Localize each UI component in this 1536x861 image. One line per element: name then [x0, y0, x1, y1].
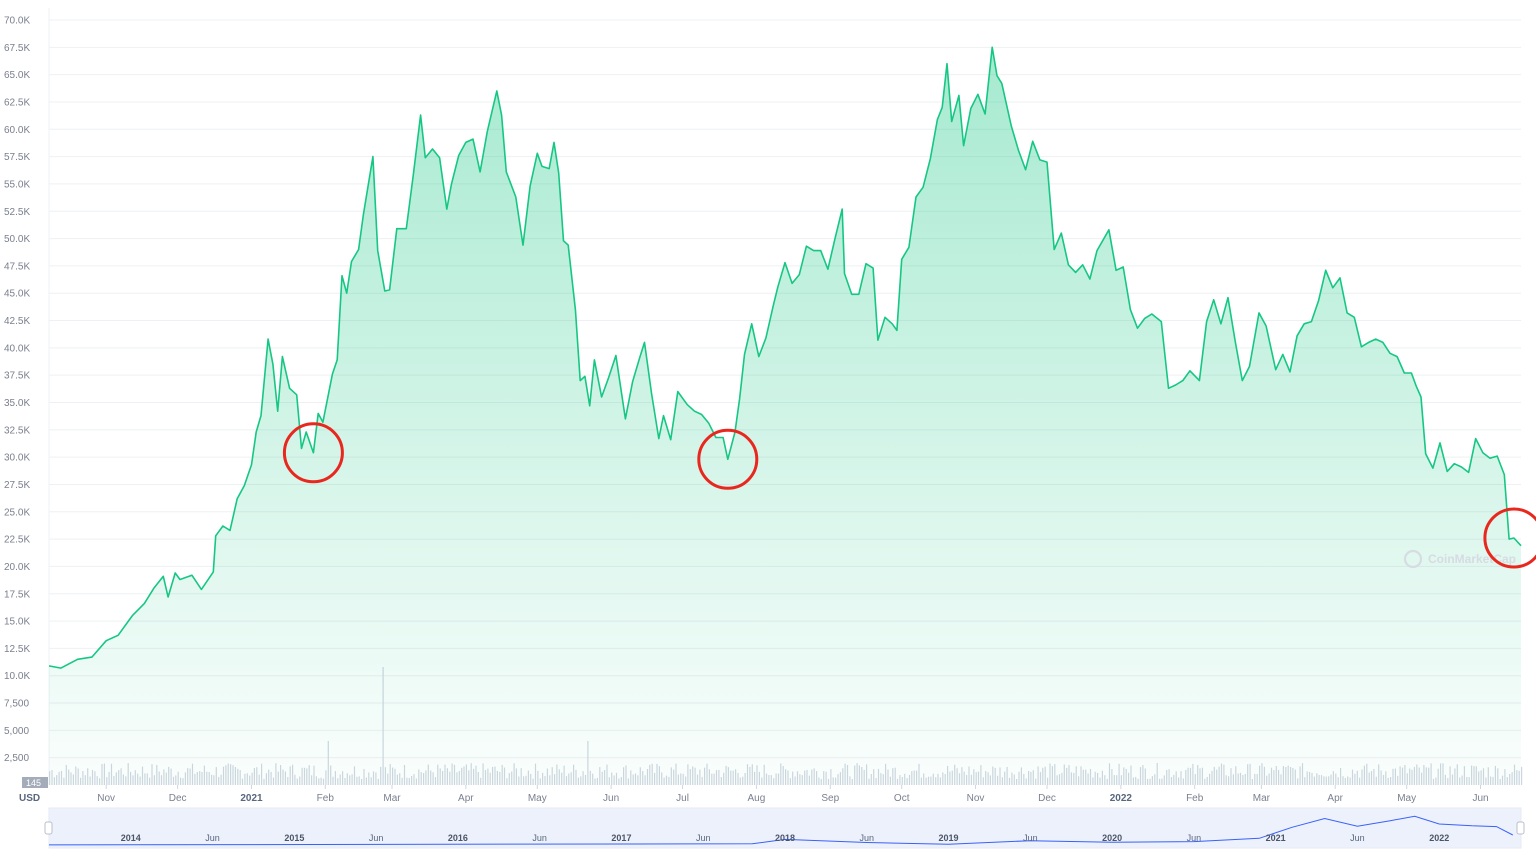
x-tick-label: Apr — [1327, 793, 1343, 804]
navigator-tick-label: 2014 — [121, 833, 141, 843]
y-tick-label: 30.0K — [4, 453, 30, 464]
y-tick-label: 47.5K — [4, 261, 30, 272]
x-tick-label: Aug — [748, 793, 766, 804]
price-line[interactable] — [48, 46, 1522, 669]
navigator-selection[interactable] — [49, 808, 1521, 848]
x-tick-label: May — [528, 793, 547, 804]
currency-label: USD — [19, 793, 40, 804]
navigator-tick-label: 2020 — [1102, 833, 1122, 843]
x-tick-label: Dec — [1038, 793, 1056, 804]
y-tick-label: 2,500 — [4, 753, 29, 764]
x-tick-label: Jun — [603, 793, 619, 804]
x-axis: Nov Dec 2021 Feb Mar Apr May Jun Jul Aug Sep Oct Nov… — [97, 785, 1489, 804]
range-navigator[interactable]: 2014 Jun 2015 Jun 2016 Jun 2017 Jun 2018 Jun 2019 J… — [44, 807, 1525, 849]
navigator-tick-label: 2018 — [775, 833, 795, 843]
y-tick-label: 67.5K — [4, 43, 30, 54]
navigator-tick-label: Jun — [1350, 833, 1365, 843]
navigator-tick-label: 2016 — [448, 833, 468, 843]
watermark-text: CoinMarketCap — [1428, 552, 1516, 566]
y-tick-label: 57.5K — [4, 152, 30, 163]
x-tick-label: Oct — [894, 793, 910, 804]
x-tick-label: Nov — [97, 793, 115, 804]
navigator-tick-label: 2022 — [1429, 833, 1449, 843]
y-tick-label: 7,500 — [4, 699, 29, 710]
x-tick-label: Feb — [1186, 793, 1204, 804]
y-tick-label: 37.5K — [4, 371, 30, 382]
x-tick-label: Nov — [967, 793, 985, 804]
navigator-tick-label: 2015 — [284, 833, 304, 843]
navigator-tick-label: 2021 — [1266, 833, 1286, 843]
watermark-logo: CoinMarketCap — [1403, 549, 1516, 569]
x-tick-label: Apr — [458, 793, 474, 804]
y-tick-label: 62.5K — [4, 97, 30, 108]
x-tick-label: Jul — [676, 793, 689, 804]
y-tick-label: 10.0K — [4, 671, 30, 682]
navigator-tick-label: Jun — [205, 833, 220, 843]
volume-bar — [1521, 766, 1523, 785]
x-tick-label: Jun — [1472, 793, 1488, 804]
volume-axis-label: 145 — [26, 778, 41, 788]
navigator-axis: 2014 Jun 2015 Jun 2016 Jun 2017 Jun 2018 Jun 2019 J… — [121, 833, 1449, 843]
navigator-tick-label: Jun — [532, 833, 547, 843]
annotation-circle — [1483, 507, 1536, 569]
x-tick-label: 2022 — [1110, 793, 1133, 804]
navigator-tick-label: 2017 — [611, 833, 631, 843]
x-tick-label: Mar — [1253, 793, 1271, 804]
y-tick-label: 70.0K — [4, 16, 30, 27]
y-tick-label: 52.5K — [4, 207, 30, 218]
y-tick-label: 50.0K — [4, 234, 30, 245]
y-tick-label: 55.0K — [4, 179, 30, 190]
navigator-tick-label: Jun — [369, 833, 384, 843]
coinmarketcap-icon — [1403, 549, 1423, 569]
x-tick-label: Sep — [821, 793, 839, 804]
x-tick-label: May — [1397, 793, 1416, 804]
navigator-tick-label: Jun — [696, 833, 711, 843]
navigator-line — [48, 815, 1514, 846]
volume-axis-badge — [22, 777, 48, 788]
y-tick-label: 60.0K — [4, 125, 30, 136]
y-axis: 2,500 5,000 7,500 10.0K 12.5K 15.0K 17.5K 20.0K… — [4, 16, 30, 765]
y-tick-label: 12.5K — [4, 644, 30, 655]
y-tick-label: 40.0K — [4, 343, 30, 354]
navigator-handle-right[interactable] — [1516, 821, 1525, 835]
x-tick-label: Dec — [169, 793, 187, 804]
navigator-handle-left[interactable] — [44, 821, 53, 835]
annotation-circle — [697, 428, 759, 490]
y-tick-label: 15.0K — [4, 617, 30, 628]
navigator-tick-label: 2019 — [939, 833, 959, 843]
navigator-tick-label: Jun — [860, 833, 875, 843]
navigator-tick-label: Jun — [1023, 833, 1038, 843]
y-tick-label: 22.5K — [4, 535, 30, 546]
x-tick-label: 2021 — [240, 793, 263, 804]
y-tick-label: 32.5K — [4, 425, 30, 436]
price-area — [49, 47, 1521, 786]
y-tick-label: 45.0K — [4, 289, 30, 300]
navigator-tick-label: Jun — [1187, 833, 1202, 843]
y-tick-label: 42.5K — [4, 316, 30, 327]
y-tick-label: 20.0K — [4, 562, 30, 573]
y-tick-label: 5,000 — [4, 726, 29, 737]
y-tick-label: 17.5K — [4, 589, 30, 600]
annotation-circles — [282, 422, 1536, 569]
y-tick-label: 25.0K — [4, 507, 30, 518]
y-tick-label: 27.5K — [4, 480, 30, 491]
y-tick-label: 65.0K — [4, 70, 30, 81]
x-tick-label: Feb — [317, 793, 335, 804]
x-tick-label: Mar — [383, 793, 401, 804]
annotation-circle — [282, 422, 344, 484]
y-tick-label: 35.0K — [4, 398, 30, 409]
